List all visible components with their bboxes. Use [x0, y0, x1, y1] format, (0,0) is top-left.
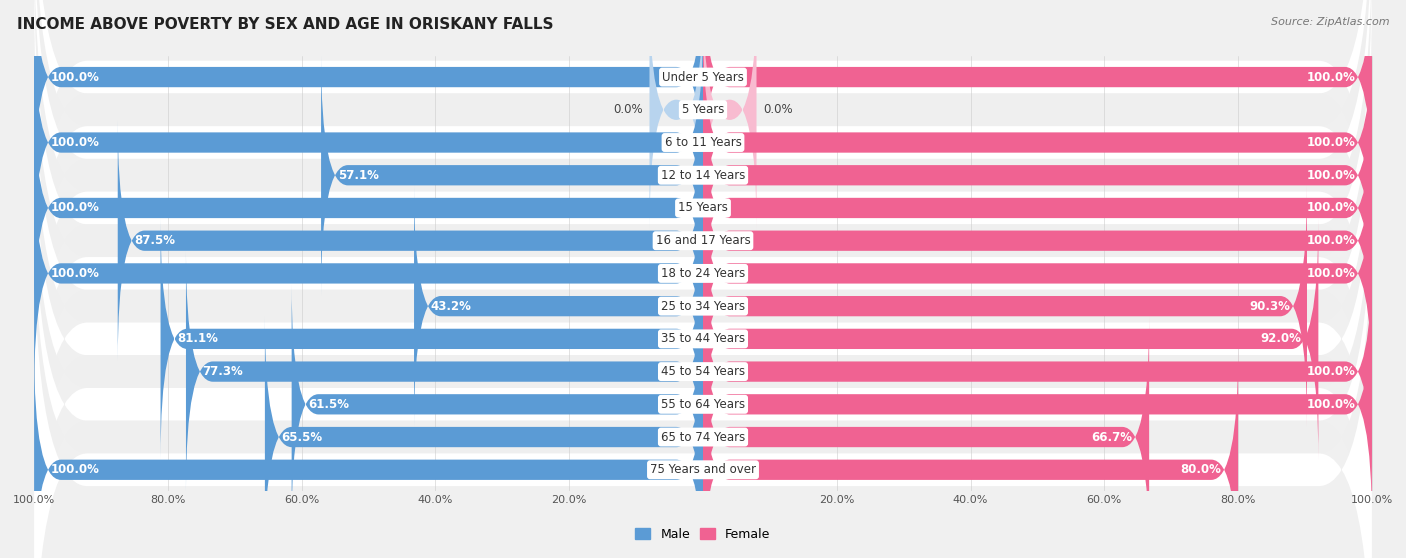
- Text: 75 Years and over: 75 Years and over: [650, 463, 756, 477]
- FancyBboxPatch shape: [34, 0, 1372, 486]
- Text: 100.0%: 100.0%: [51, 70, 100, 84]
- Text: 43.2%: 43.2%: [430, 300, 471, 312]
- FancyBboxPatch shape: [703, 316, 1149, 558]
- Text: Source: ZipAtlas.com: Source: ZipAtlas.com: [1271, 17, 1389, 27]
- Text: 0.0%: 0.0%: [613, 103, 643, 116]
- FancyBboxPatch shape: [186, 251, 703, 492]
- Text: 55 to 64 Years: 55 to 64 Years: [661, 398, 745, 411]
- FancyBboxPatch shape: [703, 55, 1372, 296]
- FancyBboxPatch shape: [34, 0, 1372, 421]
- Text: 66.7%: 66.7%: [1091, 431, 1132, 444]
- FancyBboxPatch shape: [34, 22, 703, 263]
- FancyBboxPatch shape: [703, 349, 1239, 558]
- Text: 77.3%: 77.3%: [202, 365, 243, 378]
- FancyBboxPatch shape: [703, 153, 1372, 394]
- FancyBboxPatch shape: [34, 0, 1372, 388]
- Text: 45 to 54 Years: 45 to 54 Years: [661, 365, 745, 378]
- Text: 81.1%: 81.1%: [177, 333, 218, 345]
- Text: 100.0%: 100.0%: [1306, 398, 1355, 411]
- Legend: Male, Female: Male, Female: [630, 523, 776, 546]
- Text: 100.0%: 100.0%: [1306, 365, 1355, 378]
- FancyBboxPatch shape: [34, 224, 1372, 558]
- FancyBboxPatch shape: [34, 0, 1372, 454]
- Text: Under 5 Years: Under 5 Years: [662, 70, 744, 84]
- FancyBboxPatch shape: [34, 349, 703, 558]
- Text: 57.1%: 57.1%: [337, 169, 378, 182]
- Text: 0.0%: 0.0%: [763, 103, 793, 116]
- FancyBboxPatch shape: [703, 185, 1308, 427]
- Text: 5 Years: 5 Years: [682, 103, 724, 116]
- Text: 61.5%: 61.5%: [308, 398, 349, 411]
- Text: 90.3%: 90.3%: [1250, 300, 1291, 312]
- FancyBboxPatch shape: [703, 283, 1372, 525]
- Text: 6 to 11 Years: 6 to 11 Years: [665, 136, 741, 149]
- FancyBboxPatch shape: [264, 316, 703, 558]
- FancyBboxPatch shape: [34, 191, 1372, 558]
- Text: 87.5%: 87.5%: [135, 234, 176, 247]
- Text: 100.0%: 100.0%: [1306, 136, 1355, 149]
- FancyBboxPatch shape: [650, 0, 703, 230]
- Text: 35 to 44 Years: 35 to 44 Years: [661, 333, 745, 345]
- Text: 100.0%: 100.0%: [1306, 234, 1355, 247]
- FancyBboxPatch shape: [703, 0, 756, 230]
- FancyBboxPatch shape: [160, 218, 703, 460]
- FancyBboxPatch shape: [703, 218, 1319, 460]
- Text: 100.0%: 100.0%: [1306, 70, 1355, 84]
- Text: 100.0%: 100.0%: [1306, 169, 1355, 182]
- Text: 18 to 24 Years: 18 to 24 Years: [661, 267, 745, 280]
- Text: 65.5%: 65.5%: [281, 431, 323, 444]
- FancyBboxPatch shape: [291, 283, 703, 525]
- FancyBboxPatch shape: [321, 55, 703, 296]
- FancyBboxPatch shape: [703, 120, 1372, 362]
- FancyBboxPatch shape: [34, 126, 1372, 558]
- FancyBboxPatch shape: [34, 0, 1372, 323]
- FancyBboxPatch shape: [118, 120, 703, 362]
- Text: 15 Years: 15 Years: [678, 201, 728, 214]
- FancyBboxPatch shape: [34, 28, 1372, 519]
- FancyBboxPatch shape: [34, 61, 1372, 551]
- Text: 65 to 74 Years: 65 to 74 Years: [661, 431, 745, 444]
- FancyBboxPatch shape: [413, 185, 703, 427]
- FancyBboxPatch shape: [34, 0, 1372, 355]
- FancyBboxPatch shape: [34, 87, 703, 329]
- FancyBboxPatch shape: [703, 87, 1372, 329]
- FancyBboxPatch shape: [34, 0, 703, 198]
- FancyBboxPatch shape: [34, 153, 703, 394]
- Text: 100.0%: 100.0%: [51, 463, 100, 477]
- FancyBboxPatch shape: [34, 93, 1372, 558]
- Text: 100.0%: 100.0%: [51, 267, 100, 280]
- FancyBboxPatch shape: [703, 22, 1372, 263]
- FancyBboxPatch shape: [703, 0, 1372, 198]
- FancyBboxPatch shape: [34, 159, 1372, 558]
- Text: 16 and 17 Years: 16 and 17 Years: [655, 234, 751, 247]
- Text: 100.0%: 100.0%: [51, 201, 100, 214]
- Text: 25 to 34 Years: 25 to 34 Years: [661, 300, 745, 312]
- Text: 12 to 14 Years: 12 to 14 Years: [661, 169, 745, 182]
- Text: 100.0%: 100.0%: [1306, 201, 1355, 214]
- Text: 100.0%: 100.0%: [51, 136, 100, 149]
- FancyBboxPatch shape: [703, 251, 1372, 492]
- Text: 100.0%: 100.0%: [1306, 267, 1355, 280]
- Text: 80.0%: 80.0%: [1181, 463, 1222, 477]
- Text: 92.0%: 92.0%: [1261, 333, 1302, 345]
- Text: INCOME ABOVE POVERTY BY SEX AND AGE IN ORISKANY FALLS: INCOME ABOVE POVERTY BY SEX AND AGE IN O…: [17, 17, 554, 32]
